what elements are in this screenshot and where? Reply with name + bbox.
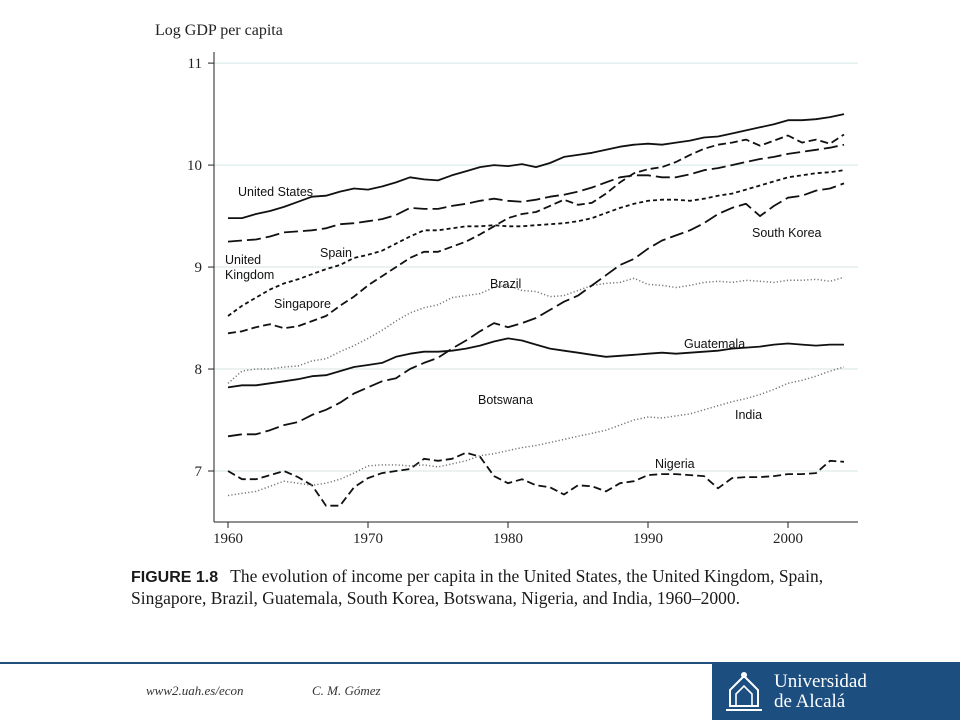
- y-tick-label-11: 11: [188, 56, 202, 72]
- series-line-spain: [227, 169, 845, 317]
- series-label-brazil: Brazil: [490, 277, 521, 291]
- x-tick-label-1970: 1970: [353, 531, 383, 547]
- series-line-united-kingdom: [227, 143, 845, 243]
- series-label-united-states: United States: [238, 185, 313, 199]
- x-tick-label-1980: 1980: [493, 531, 523, 547]
- series-label-singapore: Singapore: [274, 297, 331, 311]
- figure-caption: FIGURE 1.8 The evolution of income per ca…: [131, 566, 891, 609]
- series-line-singapore: [227, 133, 845, 335]
- series-label-nigeria: Nigeria: [655, 457, 695, 471]
- series-label-guatemala: Guatemala: [684, 337, 745, 351]
- series-line-guatemala: [227, 337, 844, 389]
- x-tick-label-1990: 1990: [633, 531, 663, 547]
- series-label-south-korea: South Korea: [752, 226, 822, 240]
- x-tick-label-1960: 1960: [213, 531, 243, 547]
- series-line-united-states: [228, 113, 845, 219]
- y-axis-title: Log GDP per capita: [155, 22, 283, 39]
- chart-series: [227, 113, 845, 507]
- y-tick-label-10: 10: [187, 158, 202, 174]
- university-crest-icon: [726, 672, 762, 711]
- series-label-united-kingdom-2: Kingdom: [225, 268, 274, 282]
- university-name-line1: Universidad: [774, 671, 867, 692]
- series-label-united-kingdom-1: United: [225, 253, 261, 267]
- university-name-line2: de Alcalá: [774, 691, 846, 712]
- series-line-south-korea: [227, 182, 845, 438]
- y-tick-label-9: 9: [195, 260, 203, 276]
- chart-grid: [214, 62, 858, 472]
- y-tick-label-7: 7: [195, 464, 203, 480]
- income-chart: Log GDP per capita 7 8 9 10 11 1960 1970 1980 19…: [155, 22, 858, 547]
- series-line-india: [227, 366, 845, 497]
- university-logo: Universidad de Alcalá: [712, 662, 960, 720]
- series-line-botswana: [227, 451, 845, 507]
- figure-number: FIGURE 1.8: [131, 569, 219, 586]
- footer-author: C. M. Gómez: [312, 683, 381, 698]
- series-label-botswana: Botswana: [478, 393, 533, 407]
- footer-website: www2.uah.es/econ: [146, 683, 244, 698]
- series-label-india: India: [735, 408, 762, 422]
- series-line-brazil: [227, 276, 845, 384]
- footer-divider: [0, 662, 960, 664]
- chart-axes: 7 8 9 10 11 1960 1970 1980 1990 2000: [187, 52, 858, 547]
- y-tick-label-8: 8: [195, 362, 203, 378]
- x-tick-label-2000: 2000: [773, 531, 803, 547]
- series-label-spain: Spain: [320, 246, 352, 260]
- caption-text: The evolution of income per capita in th…: [131, 566, 824, 608]
- university-name: Universidad de Alcalá: [774, 672, 867, 712]
